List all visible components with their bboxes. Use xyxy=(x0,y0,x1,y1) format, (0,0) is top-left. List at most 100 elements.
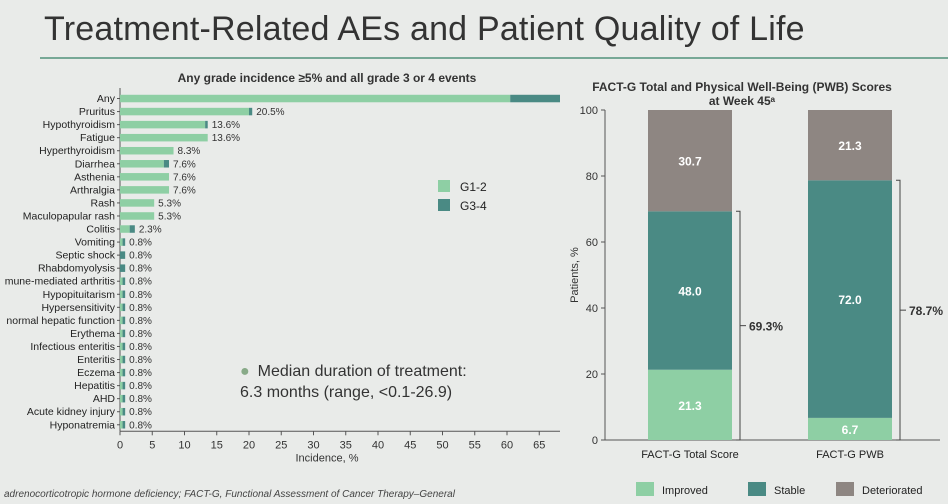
qol-legend-swatch xyxy=(748,482,766,496)
ae-data-label: 2.3% xyxy=(139,225,162,236)
ae-category-label: mune-mediated arthritis xyxy=(5,276,115,288)
ae-data-label: 0.8% xyxy=(129,238,152,249)
ae-bar-g34 xyxy=(122,394,126,403)
ae-bar-g34 xyxy=(122,421,126,429)
qol-segment-label: 21.3 xyxy=(838,139,862,153)
qol-bar-improved xyxy=(808,417,892,440)
ae-x-tick-label: 5 xyxy=(149,439,155,451)
ae-x-tick-label: 30 xyxy=(307,439,319,451)
ae-x-tick-label: 40 xyxy=(372,439,384,451)
ae-x-tick-label: 10 xyxy=(178,439,190,451)
ae-category-label: normal hepatic function xyxy=(6,315,115,327)
ae-bar-g12 xyxy=(120,225,130,233)
ae-bar-g12 xyxy=(120,277,123,285)
ae-bar-g12 xyxy=(120,355,123,364)
ae-category-label: Vomiting xyxy=(75,237,115,249)
ae-bar-g12 xyxy=(120,342,123,351)
ae-bar-g12 xyxy=(120,120,206,129)
ae-bar-g34 xyxy=(122,277,126,285)
ae-data-label: 0.8% xyxy=(129,381,152,392)
ae-bar-g12 xyxy=(120,303,123,312)
ae-category-label: Asthenia xyxy=(74,171,115,183)
ae-category-label: Hypersensitivity xyxy=(41,302,115,314)
ae-x-tick-label: 15 xyxy=(211,439,223,451)
ae-data-label: 0.8% xyxy=(129,264,152,275)
ae-x-tick-label: 35 xyxy=(340,439,352,451)
ae-legend-label: G3-4 xyxy=(460,199,487,213)
ae-category-label: Eczema xyxy=(77,367,115,379)
ae-bar-g34 xyxy=(510,94,560,103)
qol-y-tick-label: 80 xyxy=(586,171,598,183)
qol-bar-deteriorated xyxy=(808,110,892,181)
qol-bar-improved xyxy=(648,369,732,440)
ae-bar-g34 xyxy=(120,264,126,272)
slide-title: Treatment-Related AEs and Patient Qualit… xyxy=(44,10,805,48)
ae-bar-g12 xyxy=(120,238,123,246)
ae-x-tick-label: 25 xyxy=(275,439,287,451)
ae-data-label: 5.3% xyxy=(158,211,181,222)
ae-bar-g12 xyxy=(120,146,174,155)
ae-bar-g12 xyxy=(120,381,123,390)
ae-category-label: Hyponatremia xyxy=(50,419,116,431)
ae-legend-swatch xyxy=(438,180,450,192)
ae-bar-g12 xyxy=(120,329,123,338)
ae-bar-g34 xyxy=(122,238,126,246)
ae-data-label: 0.8% xyxy=(129,368,152,379)
qol-legend-label: Deteriorated xyxy=(862,485,923,497)
ae-bar-g12 xyxy=(120,212,155,220)
qol-y-axis-label: Patients, % xyxy=(569,247,581,303)
qol-bracket xyxy=(736,210,741,441)
ae-category-label: Fatigue xyxy=(80,132,115,144)
ae-bar-g34 xyxy=(122,381,126,390)
ae-x-axis-label: Incidence, % xyxy=(296,452,359,464)
ae-x-tick-label: 20 xyxy=(243,439,255,451)
ae-category-label: Hypothyroidism xyxy=(43,119,116,131)
qol-bracket-label: 78.7% xyxy=(909,304,943,318)
ae-bar-g34 xyxy=(122,303,126,312)
ae-category-label: AHD xyxy=(93,393,116,405)
qol-y-tick-label: 40 xyxy=(586,303,598,315)
qol-segment-label: 30.7 xyxy=(678,155,702,169)
ae-bar-g34 xyxy=(122,407,126,416)
qol-bracket xyxy=(896,179,901,441)
qol-y-tick-label: 0 xyxy=(592,435,598,447)
treatment-duration-note: ● Median duration of treatment: 6.3 month… xyxy=(240,361,467,403)
ae-bar-g34 xyxy=(205,120,208,129)
ae-x-tick-label: 45 xyxy=(404,439,416,451)
ae-bar-g12 xyxy=(120,160,164,168)
ae-bar-g34 xyxy=(249,107,253,116)
ae-x-tick-label: 0 xyxy=(117,439,123,451)
qol-segment-label: 48.0 xyxy=(678,285,702,299)
qol-chart-title-line2: at Week 45ᵃ xyxy=(709,94,776,108)
ae-data-label: 0.8% xyxy=(129,329,152,340)
qol-legend-swatch xyxy=(836,482,854,496)
ae-category-label: Pruritus xyxy=(79,106,115,118)
ae-category-label: Acute kidney injury xyxy=(27,406,116,418)
qol-bar-stable xyxy=(648,211,732,370)
qol-legend-label: Stable xyxy=(774,485,805,497)
ae-bar-g12 xyxy=(120,199,155,207)
qol-y-tick-label: 100 xyxy=(580,105,598,117)
qol-bar-deteriorated xyxy=(648,110,732,212)
ae-bar-g12 xyxy=(120,407,123,416)
ae-bar-g12 xyxy=(120,368,123,377)
ae-category-label: Enteritis xyxy=(77,354,115,366)
ae-data-label: 0.8% xyxy=(129,277,152,288)
ae-category-label: Hepatitis xyxy=(74,380,115,392)
ae-category-label: Hypopituitarism xyxy=(43,289,116,301)
ae-data-label: 8.3% xyxy=(178,146,201,157)
ae-bar-g34 xyxy=(122,290,126,299)
qol-category-label: FACT-G Total Score xyxy=(641,449,739,461)
ae-x-tick-label: 50 xyxy=(436,439,448,451)
qol-segment-label: 6.7 xyxy=(842,423,859,437)
qol-y-tick-label: 20 xyxy=(586,369,598,381)
ae-x-tick-label: 60 xyxy=(501,439,513,451)
ae-bar-g34 xyxy=(122,342,126,351)
ae-x-tick-label: 55 xyxy=(469,439,481,451)
note-line-1: Median duration of treatment: xyxy=(257,363,467,380)
ae-bar-g12 xyxy=(120,186,170,194)
bullet-icon: ● xyxy=(240,363,250,380)
ae-category-label: Infectious enteritis xyxy=(30,341,115,353)
qol-chart-title-line1: FACT-G Total and Physical Well-Being (PW… xyxy=(592,80,892,94)
